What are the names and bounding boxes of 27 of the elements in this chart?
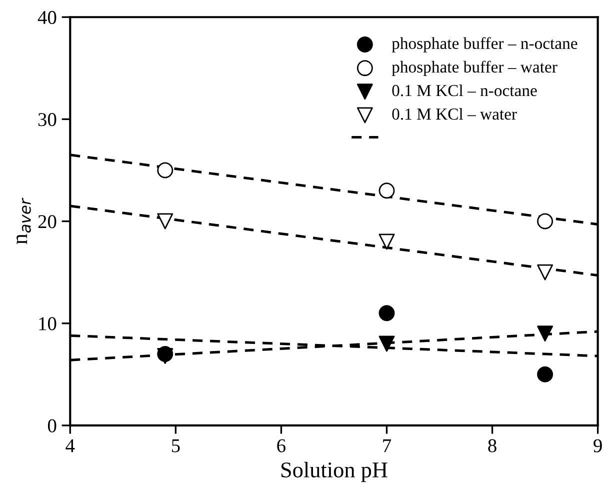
y-axis-title: n$_{aver}$ bbox=[16, 198, 31, 244]
y-tick-label: 10 bbox=[39, 317, 56, 330]
x-tick-label: 6 bbox=[277, 439, 286, 452]
point bbox=[537, 326, 554, 342]
point bbox=[378, 336, 395, 352]
legend-label: 0.1 M KCl – n-octane bbox=[392, 84, 537, 96]
y-tick-label: 20 bbox=[38, 215, 56, 228]
y-tick-label: 0 bbox=[48, 419, 56, 432]
point bbox=[157, 213, 174, 230]
x-tick-label: 7 bbox=[383, 439, 392, 452]
point bbox=[537, 366, 554, 382]
y-tick-label: 40 bbox=[38, 10, 56, 24]
point bbox=[378, 182, 395, 199]
legend-label: 0.1 M KCl – water bbox=[392, 108, 517, 120]
x-axis-title: Solution pH bbox=[281, 462, 388, 482]
point bbox=[378, 234, 395, 250]
point bbox=[537, 213, 554, 230]
point bbox=[537, 264, 554, 280]
x-tick-label: 9 bbox=[594, 439, 602, 452]
legend-label: phosphate buffer – water bbox=[392, 60, 558, 76]
point bbox=[378, 305, 395, 322]
x-tick-label: 5 bbox=[172, 439, 180, 452]
legend-label: phosphate buffer – n-octane bbox=[392, 37, 578, 52]
point bbox=[157, 162, 174, 178]
y-tick-label: 30 bbox=[38, 113, 56, 126]
x-tick-label: 4 bbox=[66, 439, 75, 452]
x-tick-label: 8 bbox=[488, 439, 496, 452]
